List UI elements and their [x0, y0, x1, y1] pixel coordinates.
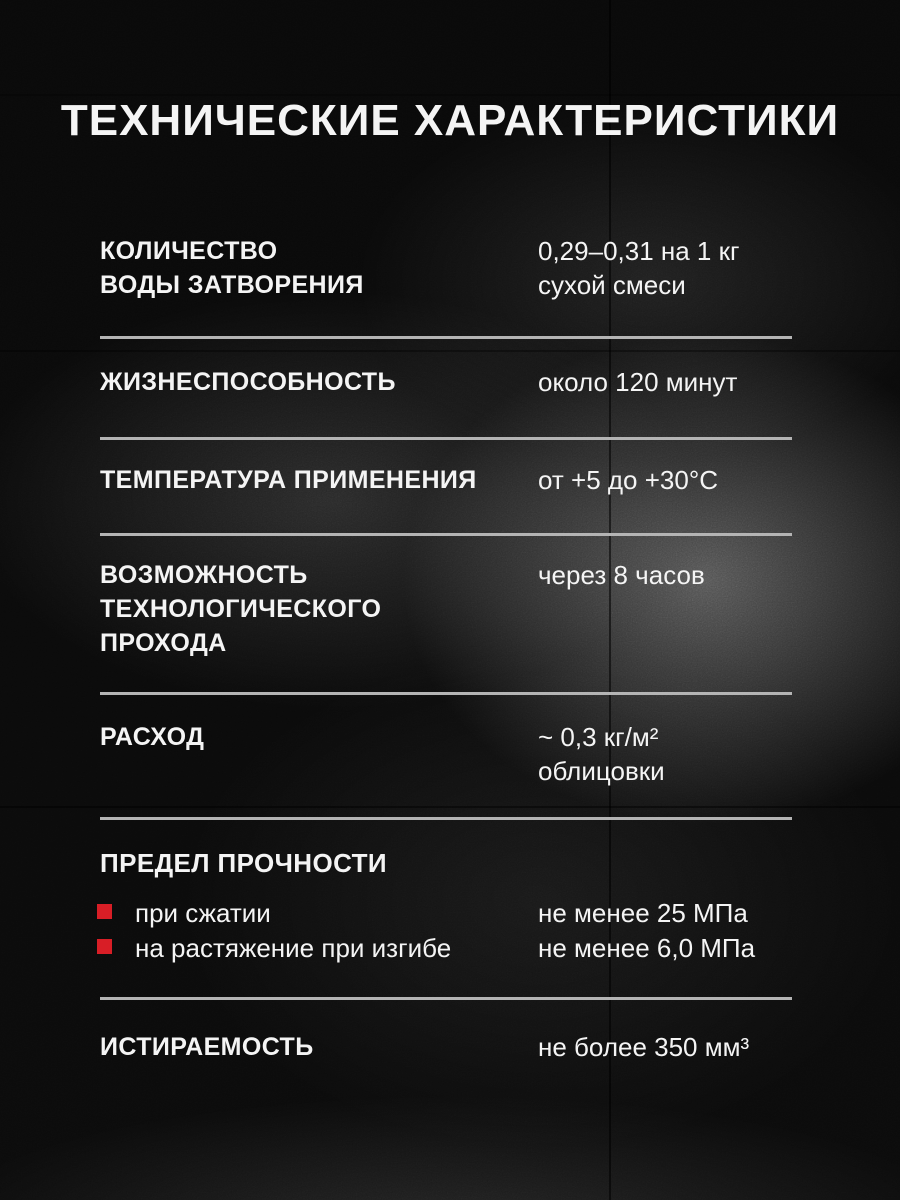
row-divider — [100, 533, 792, 536]
strength-item-bending: на растяжение при изгибе не менее 6,0 МП… — [97, 932, 792, 964]
strength-section-header: ПРЕДЕЛ ПРОЧНОСТИ — [100, 848, 387, 878]
strength-item-label: при сжатии — [135, 898, 271, 928]
row-divider — [100, 817, 792, 820]
spec-value: через 8 часов — [538, 560, 705, 590]
spec-value: не более 350 мм³ — [538, 1032, 750, 1062]
spec-value: от +5 до +30°С — [538, 465, 719, 495]
strength-item-compression: при сжатии не менее 25 МПа — [97, 897, 792, 929]
spec-table: КОЛИЧЕСТВО ВОДЫ ЗАТВОРЕНИЯ 0,29–0,31 на … — [97, 0, 792, 1200]
page-title: ТЕХНИЧЕСКИЕ ХАРАКТЕРИСТИКИ — [60, 96, 840, 145]
spec-label: КОЛИЧЕСТВО ВОДЫ ЗАТВОРЕНИЯ — [100, 237, 364, 299]
tile-seam-horizontal — [0, 806, 900, 808]
strength-item-label: на растяжение при изгибе — [135, 933, 452, 963]
row-divider — [100, 336, 792, 339]
spec-value: около 120 минут — [538, 367, 738, 397]
tile-seam-vertical — [609, 0, 611, 1200]
spec-label: ИСТИРАЕМОСТЬ — [100, 1033, 314, 1061]
bullet-square-icon — [97, 938, 112, 954]
spec-label: ЖИЗНЕСПОСОБНОСТЬ — [100, 368, 396, 396]
row-divider — [100, 437, 792, 440]
spec-label: ВОЗМОЖНОСТЬ ТЕХНОЛОГИЧЕСКОГО ПРОХОДА — [100, 561, 382, 657]
spec-value: ~ 0,3 кг/м² облицовки — [538, 722, 665, 786]
row-divider — [100, 692, 792, 695]
spec-value: 0,29–0,31 на 1 кг сухой смеси — [538, 236, 740, 300]
bullet-square-icon — [97, 903, 112, 919]
strength-item-value: не менее 6,0 МПа — [538, 933, 756, 963]
tile-seam-horizontal — [0, 350, 900, 352]
strength-item-value: не менее 25 МПа — [538, 898, 748, 928]
spec-label: ТЕМПЕРАТУРА ПРИМЕНЕНИЯ — [100, 466, 477, 494]
spec-label: РАСХОД — [100, 723, 205, 751]
tile-seam-horizontal — [0, 94, 900, 96]
row-divider — [100, 997, 792, 1000]
